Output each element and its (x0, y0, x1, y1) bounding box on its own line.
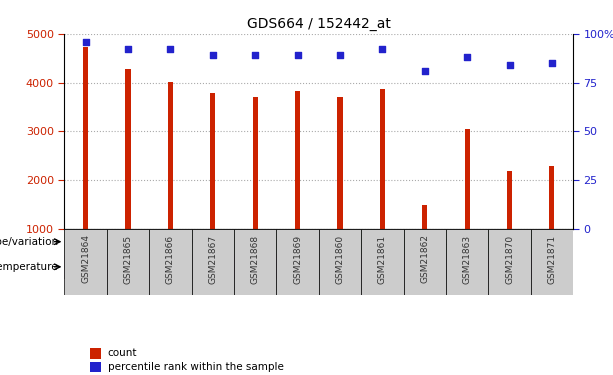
Text: GSM21863: GSM21863 (463, 234, 471, 284)
Bar (403, 229, 446, 295)
Text: GSM21864: GSM21864 (81, 234, 90, 284)
Bar (64, 229, 319, 254)
Point (378, 46, 387, 53)
Text: 30°C: 30°C (497, 262, 522, 272)
Bar (337, 97, 343, 229)
Bar (234, 229, 276, 295)
Point (462, 54, 472, 60)
Bar (191, 254, 319, 279)
Text: GSM21860: GSM21860 (335, 234, 345, 284)
Bar (83, 47, 88, 229)
Text: GSM21862: GSM21862 (421, 234, 429, 284)
Point (208, 52, 218, 58)
Point (81, 39, 91, 45)
Text: genotype/variation: genotype/variation (0, 237, 58, 247)
Bar (64, 254, 191, 279)
Title: GDS664 / 152442_at: GDS664 / 152442_at (247, 17, 390, 32)
Text: GSM21870: GSM21870 (505, 234, 514, 284)
Point (335, 52, 345, 58)
Bar (465, 129, 470, 229)
Point (250, 52, 260, 58)
Text: GSM21867: GSM21867 (208, 234, 217, 284)
Text: percentile rank within the sample: percentile rank within the sample (108, 362, 283, 372)
Bar (507, 171, 512, 229)
Bar (295, 91, 300, 229)
Bar (422, 205, 427, 229)
Point (420, 68, 430, 74)
Point (123, 46, 133, 53)
Bar (90, 348, 101, 358)
Point (547, 60, 557, 66)
Point (504, 62, 514, 68)
Bar (361, 229, 403, 295)
Text: GSM21861: GSM21861 (378, 234, 387, 284)
Bar (319, 229, 573, 254)
Text: GSM21868: GSM21868 (251, 234, 260, 284)
Text: 25°C: 25°C (115, 262, 141, 272)
Bar (168, 82, 173, 229)
Text: wt: wt (185, 237, 199, 247)
Bar (319, 229, 361, 295)
Bar (276, 229, 319, 295)
Text: GSM21871: GSM21871 (547, 234, 557, 284)
Text: GSM21866: GSM21866 (166, 234, 175, 284)
Bar (64, 229, 107, 295)
Bar (319, 254, 446, 279)
Bar (531, 229, 573, 295)
Bar (489, 229, 531, 295)
Point (292, 52, 302, 58)
Text: count: count (108, 348, 137, 358)
Bar (149, 229, 192, 295)
Bar (90, 362, 101, 372)
Text: 30°C: 30°C (242, 262, 268, 272)
Bar (446, 229, 489, 295)
Bar (191, 229, 234, 295)
Bar (446, 254, 573, 279)
Text: temperature: temperature (0, 262, 58, 272)
Bar (126, 69, 131, 229)
Bar (380, 89, 385, 229)
Bar (107, 229, 149, 295)
Bar (549, 166, 555, 229)
Point (166, 46, 175, 53)
Bar (253, 97, 257, 229)
Text: GSM21869: GSM21869 (293, 234, 302, 284)
Text: 25°C: 25°C (370, 262, 395, 272)
Text: GSM21865: GSM21865 (123, 234, 132, 284)
Bar (210, 93, 215, 229)
Text: mutant: mutant (425, 237, 466, 247)
